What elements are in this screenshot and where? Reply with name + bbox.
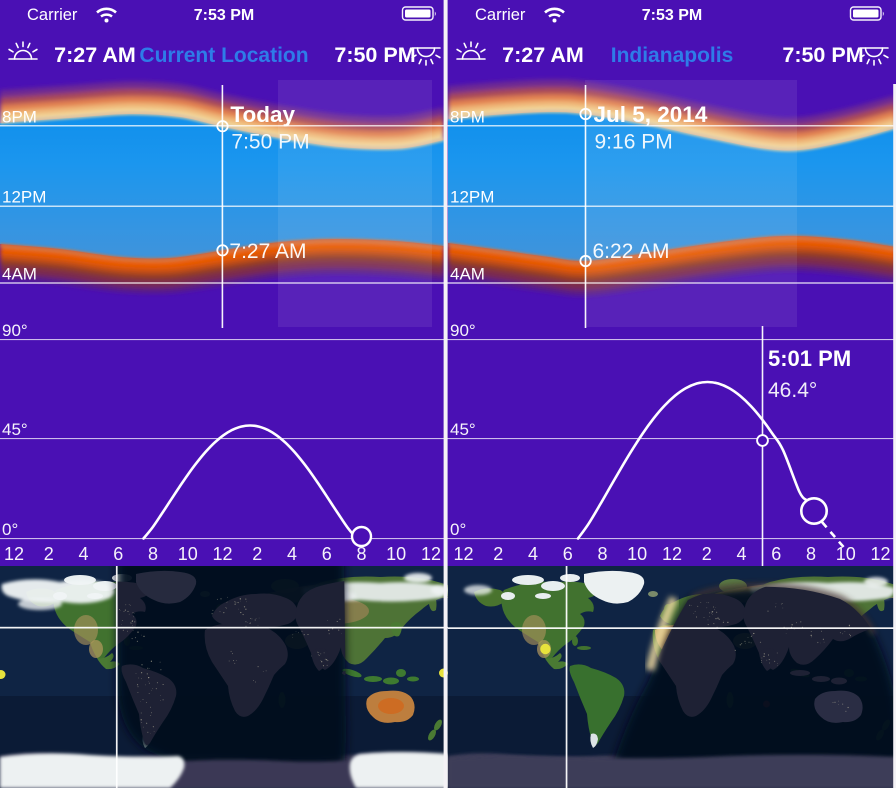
- svg-text:45°: 45°: [450, 420, 476, 439]
- svg-text:10: 10: [386, 544, 406, 564]
- svg-text:2: 2: [252, 544, 262, 564]
- svg-text:4: 4: [287, 544, 297, 564]
- svg-text:7:53 PM: 7:53 PM: [194, 7, 254, 24]
- svg-text:90°: 90°: [450, 321, 476, 340]
- svg-text:12: 12: [870, 544, 890, 564]
- svg-text:7:27 AM: 7:27 AM: [229, 240, 306, 263]
- svg-text:45°: 45°: [2, 420, 28, 439]
- svg-text:5:01 PM: 5:01 PM: [768, 346, 851, 371]
- svg-text:7:50 PM: 7:50 PM: [231, 131, 309, 154]
- svg-text:Carrier: Carrier: [27, 6, 78, 24]
- svg-text:12: 12: [212, 544, 232, 564]
- svg-text:7:50 PM: 7:50 PM: [334, 43, 415, 67]
- svg-text:12: 12: [662, 544, 682, 564]
- svg-text:10: 10: [627, 544, 647, 564]
- svg-text:6: 6: [322, 544, 332, 564]
- svg-text:12: 12: [453, 544, 473, 564]
- svg-text:8: 8: [148, 544, 158, 564]
- svg-text:8PM: 8PM: [2, 107, 37, 126]
- svg-text:Indianapolis: Indianapolis: [611, 44, 734, 67]
- svg-text:7:50 PM: 7:50 PM: [782, 43, 863, 67]
- svg-text:6: 6: [563, 544, 573, 564]
- svg-text:8: 8: [356, 544, 366, 564]
- svg-text:12PM: 12PM: [2, 188, 46, 207]
- svg-text:7:53 PM: 7:53 PM: [642, 7, 702, 24]
- svg-text:4: 4: [736, 544, 746, 564]
- svg-text:6:22 AM: 6:22 AM: [593, 240, 670, 263]
- svg-text:90°: 90°: [2, 321, 28, 340]
- svg-text:Jul 5, 2014: Jul 5, 2014: [594, 102, 708, 127]
- svg-text:0°: 0°: [450, 520, 466, 539]
- svg-text:Current Location: Current Location: [139, 44, 308, 67]
- svg-text:4: 4: [528, 544, 538, 564]
- svg-text:6: 6: [771, 544, 781, 564]
- svg-text:7:27 AM: 7:27 AM: [54, 43, 136, 67]
- svg-text:2: 2: [44, 544, 54, 564]
- svg-text:12: 12: [421, 544, 441, 564]
- svg-text:8: 8: [806, 544, 816, 564]
- svg-text:9:16 PM: 9:16 PM: [595, 131, 673, 154]
- svg-text:12: 12: [4, 544, 24, 564]
- svg-text:8: 8: [597, 544, 607, 564]
- svg-text:2: 2: [493, 544, 503, 564]
- svg-text:10: 10: [178, 544, 198, 564]
- svg-text:6: 6: [113, 544, 123, 564]
- svg-text:4: 4: [78, 544, 88, 564]
- svg-text:Today: Today: [230, 102, 295, 127]
- svg-text:Carrier: Carrier: [475, 6, 526, 24]
- svg-text:10: 10: [836, 544, 856, 564]
- svg-text:4AM: 4AM: [450, 265, 485, 284]
- svg-text:7:27 AM: 7:27 AM: [502, 43, 584, 67]
- svg-text:46.4°: 46.4°: [768, 379, 817, 402]
- svg-text:0°: 0°: [2, 520, 18, 539]
- svg-text:4AM: 4AM: [2, 265, 37, 284]
- svg-text:2: 2: [702, 544, 712, 564]
- svg-text:8PM: 8PM: [450, 107, 485, 126]
- svg-text:12PM: 12PM: [450, 188, 494, 207]
